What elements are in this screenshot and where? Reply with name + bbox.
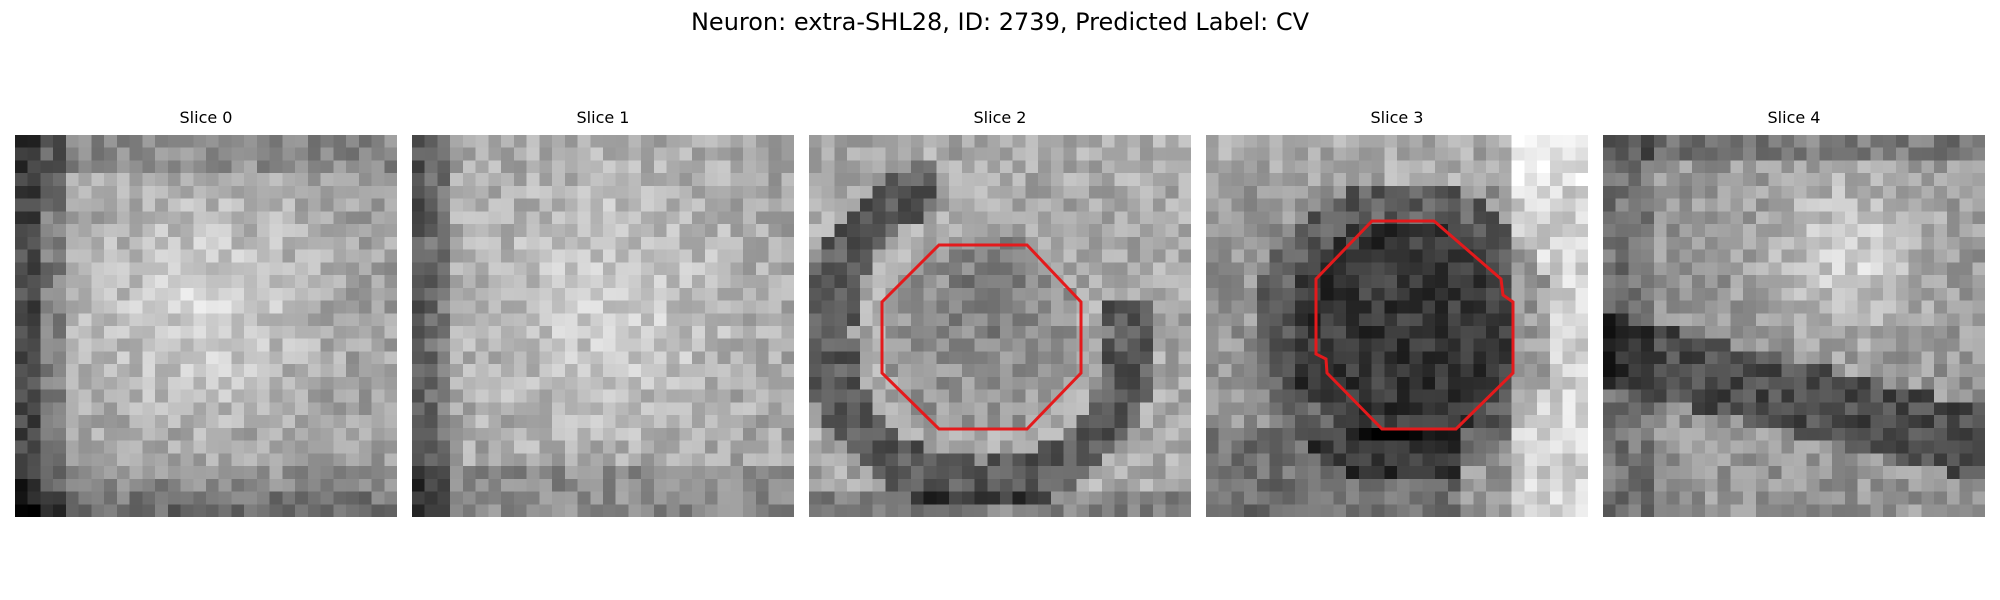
- slice-title: Slice 3: [1370, 108, 1424, 127]
- slice-panel-0: Slice 0: [15, 108, 397, 517]
- slice-panel-2: Slice 2: [809, 108, 1191, 517]
- roi-outline: [880, 243, 1083, 431]
- slice-image: [15, 135, 397, 517]
- slice-image: [1206, 135, 1588, 517]
- slice-title: Slice 4: [1767, 108, 1821, 127]
- figure-title: Neuron: extra-SHL28, ID: 2739, Predicted…: [690, 8, 1310, 36]
- slice-panel-1: Slice 1: [412, 108, 794, 517]
- slice-title: Slice 0: [179, 108, 233, 127]
- slice-panel-3: Slice 3: [1206, 108, 1588, 517]
- slice-panel-4: Slice 4: [1603, 108, 1985, 517]
- slice-title: Slice 2: [973, 108, 1027, 127]
- roi-outline: [1314, 219, 1515, 431]
- slice-image: [809, 135, 1191, 517]
- slice-image: [412, 135, 794, 517]
- slice-title: Slice 1: [576, 108, 630, 127]
- slice-image: [1603, 135, 1985, 517]
